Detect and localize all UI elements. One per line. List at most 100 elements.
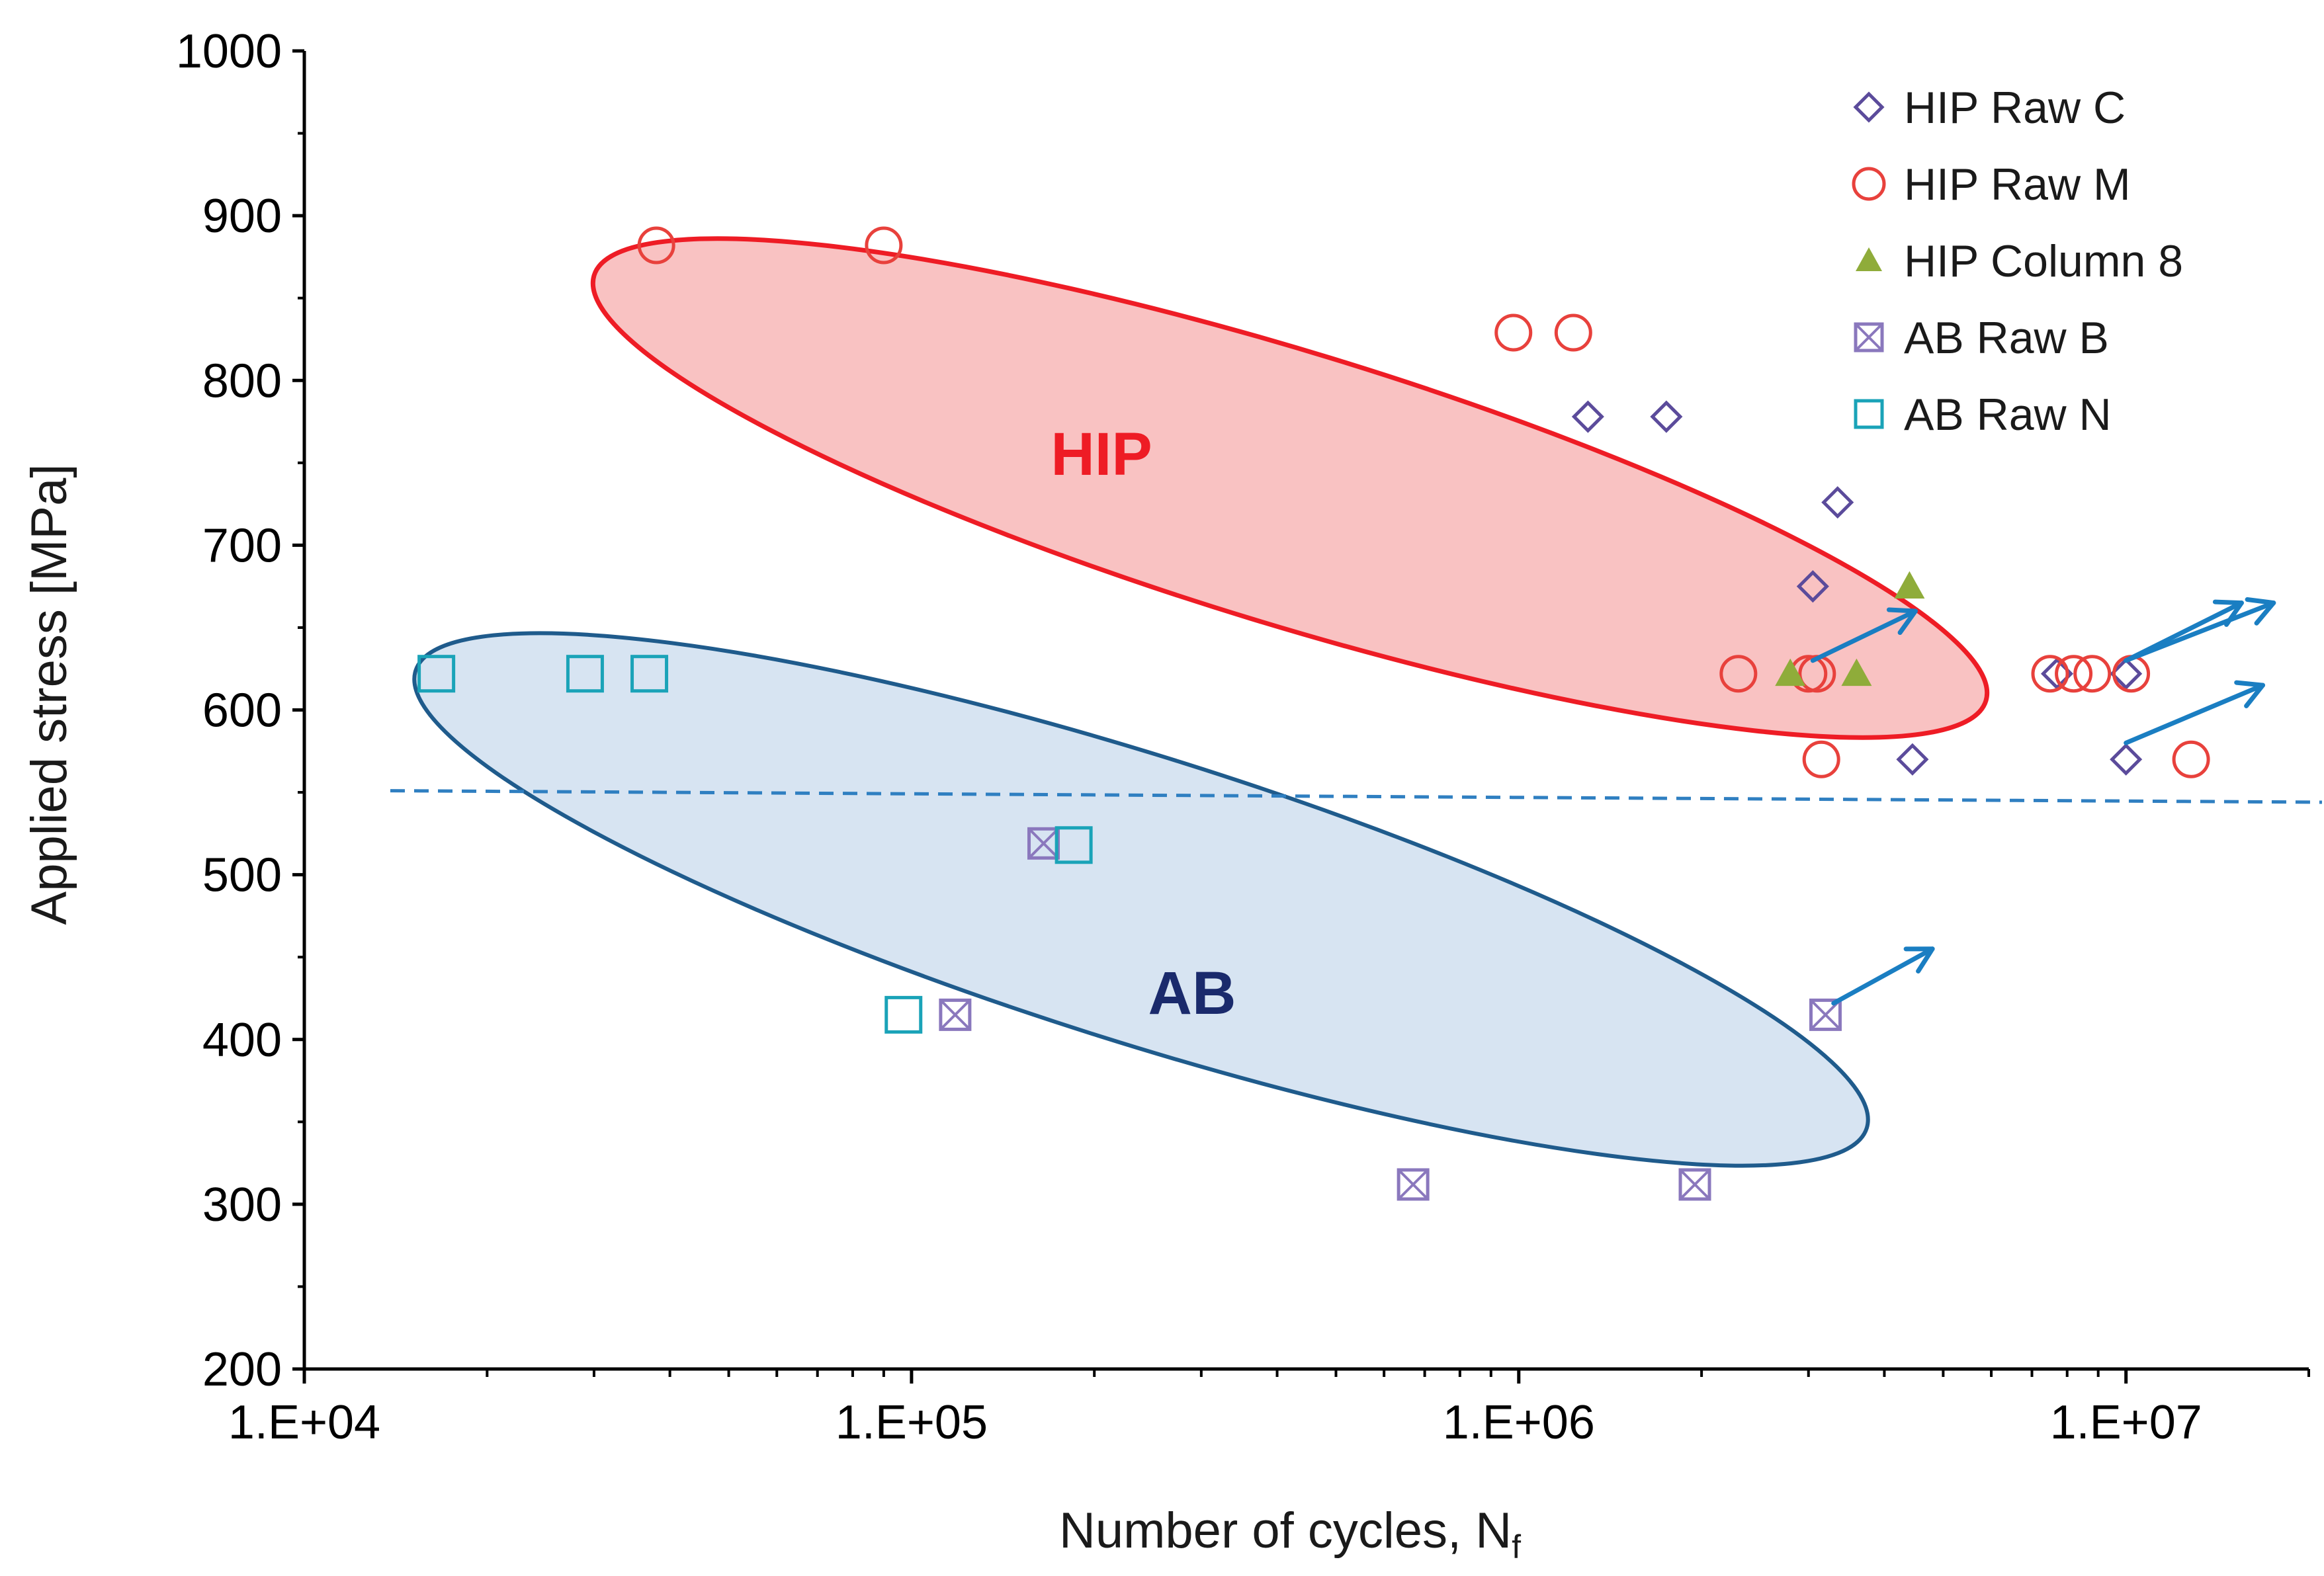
runout-head	[2245, 597, 2276, 626]
reference-line-layer	[390, 789, 2323, 804]
data-point	[2110, 657, 2143, 690]
data-point	[1678, 1168, 1711, 1201]
data-point	[884, 995, 923, 1034]
runout-arrows	[1810, 597, 2276, 1006]
marker-box	[1397, 1168, 1430, 1201]
data-point	[1054, 826, 1093, 864]
runout-head	[1903, 946, 1935, 974]
reference-line	[390, 789, 2323, 804]
y-tick-label: 800	[202, 354, 282, 407]
runout-shaft	[1831, 946, 1935, 1006]
legend-item: HIP Column 8	[1856, 236, 2183, 286]
series-hip-column-8	[1775, 571, 1925, 686]
marker-box	[1678, 1168, 1711, 1201]
legend: HIP Raw C HIP Raw M HIP Column 8 AB Raw B AB…	[1852, 83, 2183, 440]
data-point	[2172, 740, 2210, 778]
y-tick-label: 500	[202, 849, 282, 902]
data-point	[2110, 743, 2143, 776]
legend-label: HIP Raw M	[1904, 159, 2131, 210]
marker-cross	[1028, 827, 1059, 859]
marker-box	[1809, 998, 1842, 1031]
marker-cross	[1679, 1169, 1711, 1200]
data-points	[417, 226, 2210, 1201]
x-axis-title-subscript: f	[1512, 1528, 1521, 1565]
runout-shaft	[2124, 601, 2276, 663]
data-point	[2073, 655, 2112, 693]
y-tick-label: 200	[202, 1343, 282, 1396]
marker-box	[1854, 322, 1884, 353]
data-point	[1896, 743, 1929, 776]
legend-item: HIP Raw M	[1852, 159, 2131, 210]
legend-label: AB Raw N	[1904, 390, 2112, 440]
data-point	[2055, 655, 2093, 693]
data-point	[1809, 998, 1842, 1031]
data-point	[1894, 571, 1925, 599]
x-axis-title: Number of cycles, Nf	[1059, 1503, 1521, 1565]
data-point	[2112, 655, 2151, 693]
series-ab-raw-n	[417, 655, 1093, 1034]
legend-item: HIP Raw C	[1853, 83, 2126, 133]
x-tick-label: 1.E+05	[836, 1396, 988, 1449]
legend-marker	[1853, 91, 1885, 123]
legend-marker	[1854, 399, 1884, 429]
data-point	[1802, 740, 1840, 778]
legend-label: HIP Column 8	[1904, 236, 2183, 286]
region-layer	[412, 236, 1990, 1168]
x-axis-title-main: Number of cycles, N	[1059, 1503, 1512, 1559]
data-point	[1719, 655, 1758, 693]
data-point	[1571, 400, 1604, 433]
legend-item: AB Raw B	[1854, 313, 2109, 363]
x-tick-label: 1.E+04	[228, 1396, 380, 1449]
data-point	[566, 655, 604, 693]
series-ab-raw-b	[939, 827, 1842, 1201]
y-tick-label: 1000	[176, 25, 282, 78]
data-point	[1821, 486, 1854, 519]
runout-arrow	[2124, 597, 2276, 663]
data-point	[939, 998, 972, 1031]
x-tick-label: 1.E+06	[1443, 1396, 1595, 1449]
data-point	[1796, 570, 1829, 603]
y-tick-label: 400	[202, 1014, 282, 1067]
legend-label: HIP Raw C	[1904, 83, 2126, 133]
runout-head	[1886, 607, 1918, 636]
data-point	[417, 655, 456, 693]
data-point	[1554, 313, 1592, 352]
y-axis-title: Applied stress [MPa]	[21, 464, 77, 925]
axes: 200 300 400 500 600 700 800 900 1000 1.E+04 1.E+05…	[176, 25, 2310, 1449]
marker-cross	[939, 999, 971, 1030]
runout-shaft	[2124, 683, 2265, 745]
data-point	[1650, 400, 1683, 433]
runout-head	[2234, 680, 2265, 708]
legend-label: AB Raw B	[1904, 313, 2109, 363]
legend-marker	[1852, 167, 1886, 201]
marker-cross	[1854, 323, 1883, 352]
marker-cross	[1810, 999, 1841, 1030]
marker-box	[939, 998, 972, 1031]
region-ab-ellipse	[412, 631, 1870, 1168]
runout-arrow	[2124, 680, 2265, 745]
data-point	[637, 226, 675, 265]
y-tick-label: 900	[202, 190, 282, 243]
data-point	[1397, 1168, 1430, 1201]
data-point	[2031, 655, 2069, 693]
y-tick-label: 700	[202, 519, 282, 572]
data-point	[1494, 313, 1533, 352]
region-label-ab: AB	[1148, 960, 1236, 1027]
y-tick-label: 300	[202, 1179, 282, 1231]
data-point	[865, 226, 903, 265]
region-label-hip: HIP	[1051, 421, 1152, 488]
data-point	[1775, 658, 1806, 686]
data-point	[1841, 658, 1872, 686]
legend-marker	[1854, 322, 1884, 353]
y-tick-label: 600	[202, 684, 282, 737]
legend-item: AB Raw N	[1854, 390, 2112, 440]
marker-cross	[1397, 1169, 1429, 1200]
runout-shaft	[1810, 608, 1918, 663]
x-tick-label: 1.E+07	[2050, 1396, 2202, 1449]
data-point	[630, 655, 669, 693]
runout-arrow	[1831, 946, 1935, 1006]
legend-marker	[1856, 247, 1882, 271]
region-hip-ellipse	[590, 236, 1990, 740]
runout-arrow	[1810, 607, 1918, 663]
